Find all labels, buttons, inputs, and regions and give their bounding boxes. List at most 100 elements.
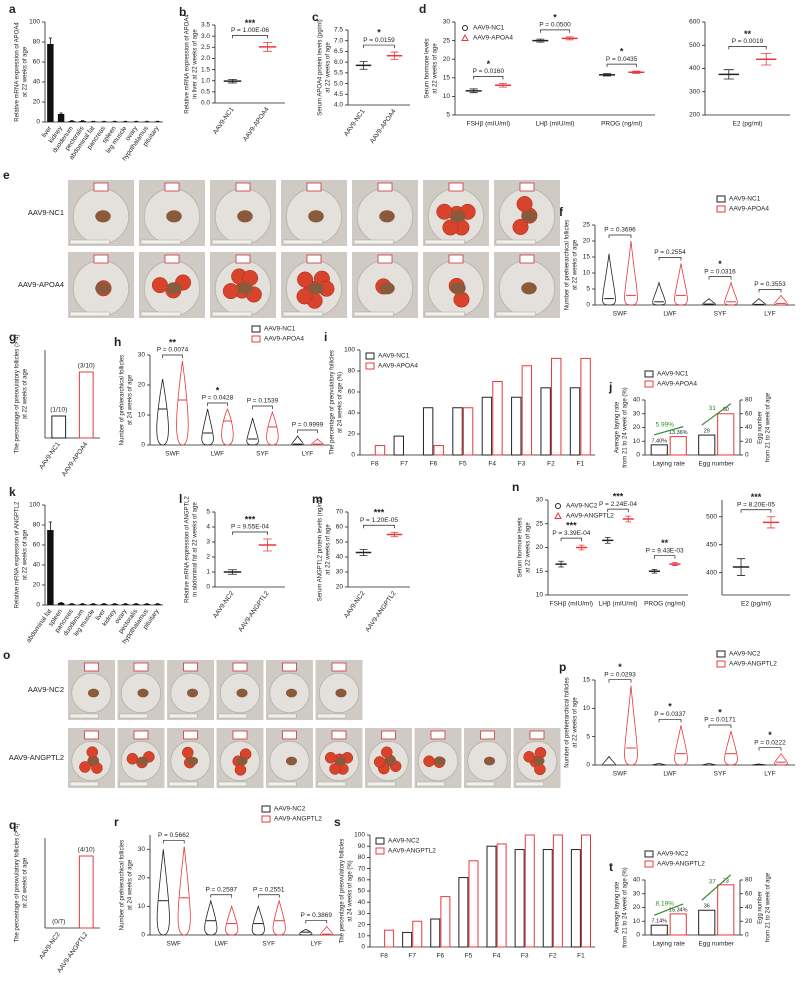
gain-line (654, 903, 684, 916)
tick-label: 70 (358, 865, 366, 872)
significance-bracket (708, 724, 732, 728)
tick-label: 20 (745, 438, 753, 445)
y2-axis-label: from 21 to 24 week of age (766, 392, 772, 462)
x-tick-label: LYF (764, 311, 775, 318)
tick-label: 0 (586, 762, 590, 769)
tick-label: 40 (33, 79, 41, 86)
bar (393, 435, 404, 456)
panel-letter: j (608, 380, 612, 394)
error-bar (469, 88, 478, 94)
significance-bracket (608, 234, 632, 238)
x-tick-label: Egg number (699, 461, 735, 468)
significance-bracket (210, 894, 233, 898)
tick-label: 500 (689, 42, 700, 49)
ovary (95, 210, 111, 223)
significance-bracket (658, 718, 682, 723)
tag (133, 662, 149, 672)
tick-label: 400 (689, 65, 700, 72)
p-value: P = 0.0293 (604, 671, 636, 678)
significance-bracket (305, 920, 328, 924)
x-tick-label: F2 (549, 953, 557, 960)
tick-label: 5 (446, 112, 450, 119)
follicle (512, 218, 529, 235)
bar (542, 849, 553, 948)
tick-label: 10 (443, 93, 451, 100)
tick-label: 90 (358, 843, 366, 850)
panel-letter: q (9, 818, 16, 832)
p-value: P = 0.0428 (202, 395, 234, 402)
significance-bracket (162, 840, 185, 844)
x-tick-label: AAV9-NC1 (38, 441, 62, 471)
tick-label: 0 (36, 119, 40, 126)
significance-bracket (708, 276, 732, 280)
y2-axis-label: from 21 to 24 week of age (766, 872, 772, 942)
bar (430, 918, 441, 948)
value-label: (0/7) (52, 919, 65, 926)
legend-swatch (261, 805, 271, 813)
significance-stars: *** (245, 18, 256, 28)
legend-swatch (365, 352, 375, 360)
significance-stars: * (553, 12, 557, 22)
bar (78, 855, 94, 929)
error-bar (761, 52, 772, 66)
bar (132, 604, 140, 605)
violin (702, 298, 716, 306)
tick-label: 0 (36, 602, 40, 609)
significance-stars: * (768, 730, 772, 740)
value-label: 15.34% (669, 907, 688, 913)
tick-label: 10 (536, 592, 544, 599)
y-axis-label: at 22 weeks of age (573, 239, 579, 290)
ovary (521, 282, 537, 295)
legend-swatch (461, 33, 469, 41)
significance-bracket (207, 402, 228, 406)
gain-line (701, 874, 732, 901)
ovary (236, 756, 248, 766)
tick-label: 40 (633, 397, 641, 404)
ovary (450, 282, 466, 295)
p-value: P = 0.2554 (654, 249, 686, 256)
violin (752, 298, 766, 306)
tick-label: 50 (336, 539, 344, 546)
significance-bracket (363, 44, 395, 49)
y-axis-label: Serum APOA4 protein levels (pg/ml) (318, 19, 324, 115)
error-bar (736, 558, 746, 576)
p-value: P = 0.0337 (654, 711, 686, 718)
tick-label: 60 (33, 542, 41, 549)
tag (183, 662, 198, 672)
bar (154, 604, 161, 605)
tag (232, 730, 248, 740)
legend-swatch (462, 25, 468, 31)
y2-axis-label: Egg number (758, 411, 764, 444)
p-value: P = 9.55E-04 (231, 524, 269, 531)
violin (176, 360, 189, 446)
tick-label: 100 (344, 347, 355, 354)
bar (122, 121, 129, 122)
legend-swatch (251, 325, 261, 333)
ruler (267, 713, 297, 719)
gain-line (654, 426, 684, 436)
ovary (521, 210, 537, 223)
tick-label: 60 (336, 524, 344, 531)
legend-label: AAV9-ANGPTL2 (729, 661, 777, 668)
ovary (335, 756, 347, 766)
y-axis-label: Average laying rate (615, 401, 621, 453)
ruler (282, 239, 323, 245)
bar (698, 909, 716, 936)
significance-stars: * (718, 707, 722, 717)
y-axis-label: at 22 weeks of age (23, 368, 29, 419)
significance-stars: ** (169, 337, 177, 347)
significance-stars: *** (566, 521, 577, 531)
tick-label: 0 (361, 944, 365, 951)
panel-letter: p (559, 660, 566, 674)
x-tick-label: F7 (408, 953, 416, 960)
tick-label: 6.5 (334, 48, 343, 55)
legend-swatch (716, 205, 726, 213)
tick-label: 450 (706, 541, 717, 548)
ruler (69, 311, 110, 317)
x-tick-label: F6 (437, 953, 445, 960)
violin (291, 435, 304, 446)
ovary (137, 756, 149, 766)
bar (374, 445, 386, 456)
p-value: P = 0.2597 (205, 886, 237, 893)
tag (133, 730, 149, 740)
